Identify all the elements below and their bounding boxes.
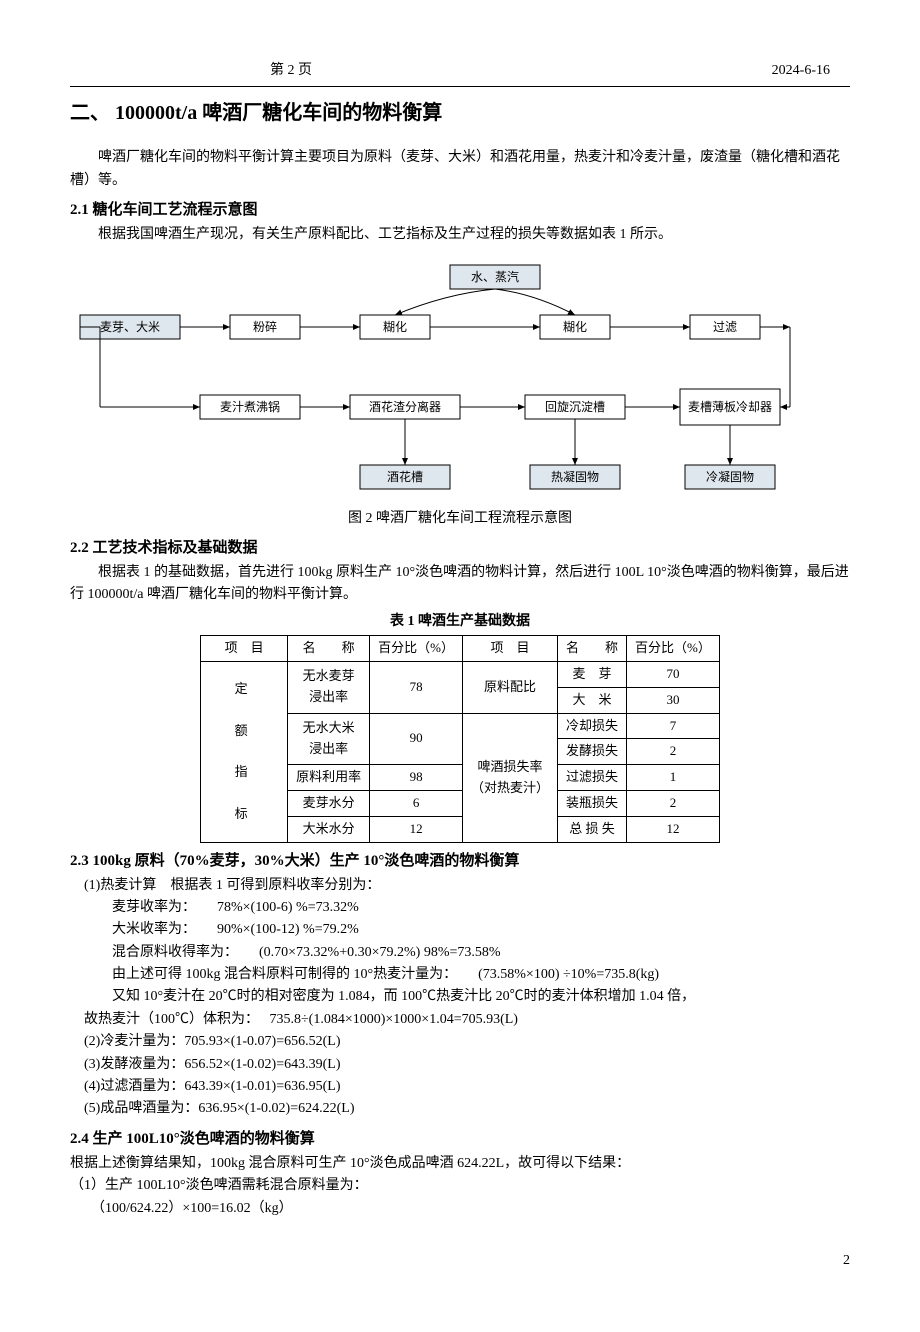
calc-line: (4)过滤酒量为：643.39×(1-0.01)=636.95(L) <box>70 1076 850 1098</box>
header-date: 2024-6-16 <box>772 60 830 82</box>
calc-line: 混合原料收得率为： (0.70×73.32%+0.30×79.2%) 98%=7… <box>70 942 850 964</box>
svg-text:回旋沉淀槽: 回旋沉淀槽 <box>545 399 605 413</box>
calc-line: 由上述可得 100kg 混合料原料可制得的 10°热麦汁量为： (73.58%×… <box>70 964 850 986</box>
svg-text:热凝固物: 热凝固物 <box>551 468 599 483</box>
calc-line: (1)热麦计算 根据表 1 可得到原料收率分别为： <box>70 875 850 897</box>
sec24-title: 2.4 生产 100L10°淡色啤酒的物料衡算 <box>70 1127 850 1151</box>
calc-line: (2)冷麦汁量为：705.93×(1-0.07)=656.52(L) <box>70 1031 850 1053</box>
basis-table: 项 目名 称百分比（%）项 目名 称百分比（%）定额指标无水麦芽浸出率78原料配… <box>200 635 720 842</box>
sec23-title: 2.3 100kg 原料（70%麦芽，30%大米）生产 10°淡色啤酒的物料衡算 <box>70 849 850 873</box>
calc-line: 麦芽收率为： 78%×(100-6) %=73.32% <box>70 897 850 919</box>
sec23-body: (1)热麦计算 根据表 1 可得到原料收率分别为： 麦芽收率为： 78%×(10… <box>70 875 850 1121</box>
calc-line: 又知 10°麦汁在 20℃时的相对密度为 1.084，而 100℃热麦汁比 20… <box>70 986 850 1008</box>
svg-text:冷凝固物: 冷凝固物 <box>706 468 754 483</box>
table-caption: 表 1 啤酒生产基础数据 <box>70 611 850 633</box>
sec24-body: 根据上述衡算结果知，100kg 混合原料可生产 10°淡色成品啤酒 624.22… <box>70 1153 850 1220</box>
page-header: 第 2 页 2024-6-16 <box>70 60 850 87</box>
svg-text:糊化: 糊化 <box>383 318 407 333</box>
svg-text:麦芽、大米: 麦芽、大米 <box>100 319 160 333</box>
sec21-title: 2.1 糖化车间工艺流程示意图 <box>70 198 850 222</box>
calc-line: 大米收率为： 90%×(100-12) %=79.2% <box>70 919 850 941</box>
svg-text:麦槽薄板冷却器: 麦槽薄板冷却器 <box>688 398 772 413</box>
svg-text:水、蒸汽: 水、蒸汽 <box>471 268 519 283</box>
sec22-text: 根据表 1 的基础数据，首先进行 100kg 原料生产 10°淡色啤酒的物料计算… <box>70 562 850 607</box>
figure-caption: 图 2 啤酒厂糖化车间工程流程示意图 <box>70 508 850 530</box>
svg-text:酒花渣分离器: 酒花渣分离器 <box>369 398 441 413</box>
sec21-text: 根据我国啤酒生产现况，有关生产原料配比、工艺指标及生产过程的损失等数据如表 1 … <box>70 224 850 246</box>
svg-text:过滤: 过滤 <box>713 319 737 333</box>
calc-line: (5)成品啤酒量为：636.95×(1-0.02)=624.22(L) <box>70 1098 850 1120</box>
calc-line: 故热麦汁（100℃）体积为： 735.8÷(1.084×1000)×1000×1… <box>70 1009 850 1031</box>
svg-text:粉碎: 粉碎 <box>253 318 277 333</box>
flow-diagram: 水、蒸汽麦芽、大米 粉碎 糊化 糊化 过滤麦汁煮沸锅 酒花渣分离器 回旋沉淀槽 麦槽薄板冷却器… <box>70 255 850 500</box>
intro-paragraph: 啤酒厂糖化车间的物料平衡计算主要项目为原料（麦芽、大米）和酒花用量，热麦汁和冷麦… <box>70 147 850 192</box>
svg-text:麦汁煮沸锅: 麦汁煮沸锅 <box>220 398 280 413</box>
section-title: 二、 100000t/a 啤酒厂糖化车间的物料衡算 <box>70 97 850 129</box>
footer-page-number: 2 <box>70 1250 850 1272</box>
svg-text:糊化: 糊化 <box>563 318 587 333</box>
calc-line: （100/624.22）×100=16.02（kg） <box>70 1198 850 1220</box>
header-page: 第 2 页 <box>270 60 312 82</box>
calc-line: (3)发酵液量为：656.52×(1-0.02)=643.39(L) <box>70 1054 850 1076</box>
sec22-title: 2.2 工艺技术指标及基础数据 <box>70 536 850 560</box>
calc-line: （1）生产 100L10°淡色啤酒需耗混合原料量为： <box>70 1175 850 1197</box>
svg-text:酒花槽: 酒花槽 <box>387 468 423 483</box>
calc-line: 根据上述衡算结果知，100kg 混合原料可生产 10°淡色成品啤酒 624.22… <box>70 1153 850 1175</box>
